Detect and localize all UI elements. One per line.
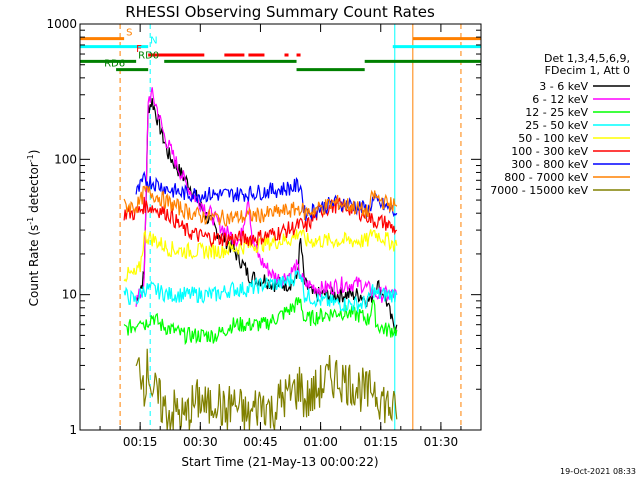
x-axis-label: Start Time (21-May-13 00:00:22) — [181, 455, 378, 469]
state-bar-label-s: S — [126, 28, 132, 39]
timestamp: 19-Oct-2021 08:33 — [560, 467, 636, 476]
state-bar-label-rd6: RD6 — [104, 59, 125, 70]
series-line-7000-15000-kev — [135, 348, 398, 431]
state-bar-label-rd0: RD0 — [138, 50, 159, 61]
series-line-6-12-kev — [135, 87, 398, 307]
legend: Det 1,3,4,5,6,9,FDecim 1, Att 0 3 - 6 keV… — [490, 52, 630, 197]
x-tick-label: 00:15 — [123, 435, 158, 449]
y-axis-label: Count Rate (s-1 detector-1) — [26, 150, 41, 307]
legend-label-12-25-kev: 12 - 25 keV — [525, 106, 588, 119]
state-bar-label-n: N — [150, 36, 157, 47]
x-tick-label: 00:45 — [243, 435, 278, 449]
series-line-3-6-kev — [135, 98, 398, 334]
x-tick-label: 00:30 — [183, 435, 218, 449]
x-tick-label: 01:15 — [363, 435, 398, 449]
legend-label-7000-15000-kev: 7000 - 15000 keV — [490, 184, 588, 197]
x-tick-label: 01:00 — [303, 435, 338, 449]
legend-label-50-100-kev: 50 - 100 keV — [518, 132, 588, 145]
legend-label-300-800-kev: 300 - 800 keV — [511, 158, 588, 171]
legend-label-6-12-kev: 6 - 12 keV — [532, 93, 588, 106]
y-tick-label: 10 — [62, 288, 77, 302]
y-tick-label: 1000 — [46, 17, 77, 31]
legend-label-800-7000-kev: 800 - 7000 keV — [504, 171, 588, 184]
legend-label-100-300-kev: 100 - 300 keV — [511, 145, 588, 158]
y-tick-label: 100 — [54, 152, 77, 166]
series-line-800-7000-kev — [123, 185, 398, 227]
legend-header-line: Det 1,3,4,5,6,9, — [544, 52, 630, 65]
state-bar-label-f: F — [136, 44, 142, 55]
series-line-25-50-kev — [123, 269, 398, 313]
y-tick-label: 1 — [69, 423, 77, 437]
x-tick-label: 01:30 — [424, 435, 459, 449]
series-line-12-25-kev — [123, 297, 398, 346]
legend-header-line: FDecim 1, Att 0 — [545, 64, 630, 77]
legend-label-3-6-kev: 3 - 6 keV — [539, 80, 588, 93]
legend-label-25-50-kev: 25 - 50 keV — [525, 119, 588, 132]
axes: 00:15 00:30 00:45 01:00 01:15 01:30 1 10 100 1000 — [46, 17, 482, 449]
series-layer — [123, 87, 398, 431]
reference-lines — [79, 24, 462, 430]
chart-title: RHESSI Observing Summary Count Rates — [125, 3, 435, 21]
